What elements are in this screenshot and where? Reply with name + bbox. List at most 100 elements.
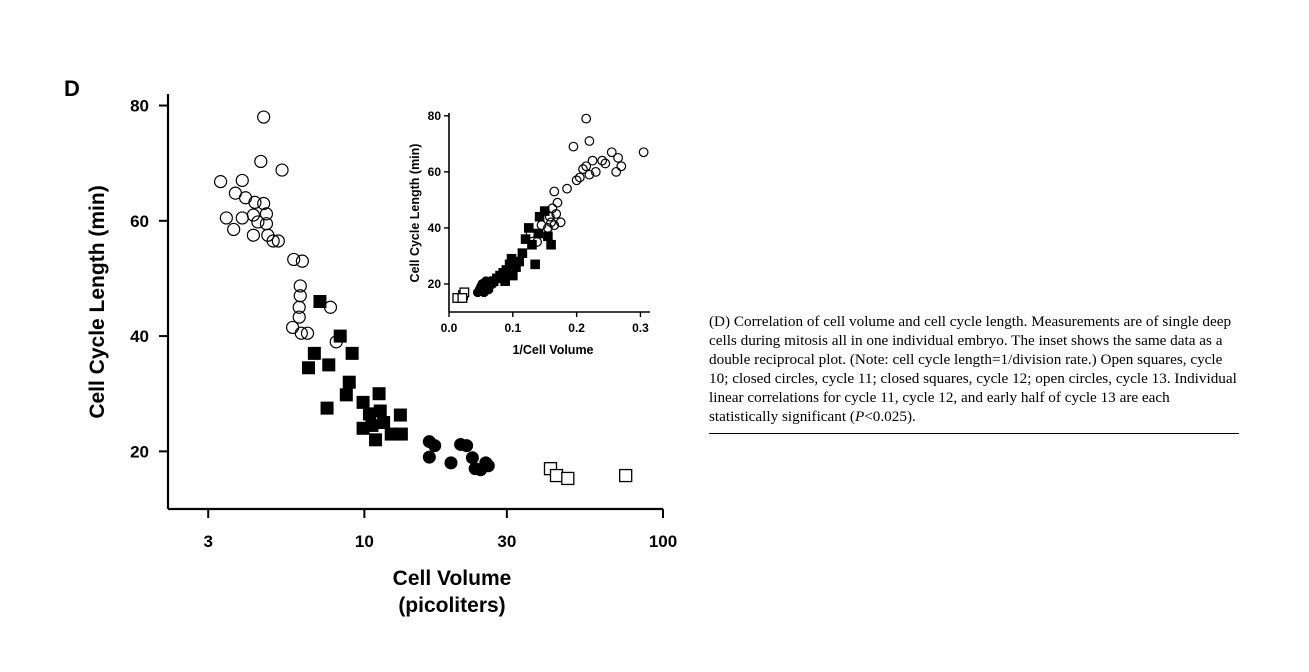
main-point-closed-circle [460, 439, 474, 453]
main-point-open-square [561, 471, 575, 486]
inset-y-tick-label: 40 [428, 221, 442, 235]
inset-point-open-circle [525, 228, 536, 239]
inset-y-tick-label: 20 [428, 277, 442, 291]
inset-point-open-circle [584, 136, 595, 146]
main-x-tick-label: 100 [649, 532, 677, 551]
main-point-closed-square [313, 295, 327, 308]
main-point-open-circle [286, 320, 300, 335]
main-point-open-circle [293, 279, 307, 293]
inset-point-open-circle [532, 237, 542, 247]
main-point-closed-square [302, 361, 316, 375]
main-point-open-circle [295, 254, 309, 268]
inset-x-tick-label: 0.2 [568, 321, 585, 335]
main-y-tick-label: 60 [130, 212, 149, 231]
main-y-axis-title: Cell Cycle Length (min) [86, 185, 109, 418]
main-point-closed-circle [422, 450, 436, 464]
main-x-axis-title-line1: Cell Volume [393, 567, 512, 590]
main-chart: 3 10 30 100 20 40 60 80 Cell Volume (picoliters… [86, 94, 677, 617]
inset-point-open-circle [549, 220, 560, 231]
main-point-closed-square [342, 375, 356, 389]
main-point-open-circle [300, 326, 315, 340]
inset-point-closed-square [523, 223, 534, 233]
inset-point-closed-square [508, 270, 518, 281]
main-point-open-circle [329, 335, 343, 349]
inset-point-closed-square [530, 259, 540, 270]
inset-point-open-circle [543, 223, 553, 233]
inset-point-closed-square [514, 256, 524, 267]
inset-point-open-circle [549, 186, 560, 197]
inset-point-open-circle [552, 197, 563, 208]
main-point-closed-square [345, 346, 359, 360]
inset-x-tick-label: 0.1 [504, 321, 521, 335]
main-point-open-square [619, 468, 633, 483]
main-point-open-circle [254, 154, 268, 169]
inset-point-open-circle [611, 166, 622, 177]
main-point-open-circle [235, 211, 249, 225]
inset-chart: 0.0 0.1 0.2 0.3 20 40 60 80 1/Cell Volume Cell … [408, 109, 650, 357]
inset-y-axis-title: Cell Cycle Length (min) [408, 144, 422, 283]
main-point-closed-circle [465, 451, 479, 465]
inset-point-open-circle [597, 155, 608, 166]
main-point-closed-square [322, 358, 336, 372]
main-point-closed-square [339, 388, 353, 402]
main-point-open-circle [294, 326, 308, 340]
main-point-open-circle [323, 300, 338, 314]
inset-point-open-circle [581, 161, 592, 172]
inset-point-closed-square [500, 276, 510, 286]
inset-x-tick-label: 0.0 [441, 321, 458, 335]
main-point-open-circle [219, 211, 233, 225]
main-point-open-circle [287, 252, 301, 267]
main-point-closed-square [307, 346, 321, 360]
main-x-tick-label: 3 [203, 532, 212, 551]
inset-point-open-circle [590, 166, 601, 177]
main-point-open-circle [257, 196, 271, 211]
inset-chart-marks [452, 113, 649, 303]
inset-y-tick-label: 60 [428, 165, 442, 179]
main-point-open-circle [292, 310, 306, 324]
inset-point-open-circle [551, 209, 562, 219]
main-x-tick-label: 10 [355, 532, 374, 551]
main-point-closed-circle [444, 456, 458, 470]
main-x-axis-title-line2: (picoliters) [398, 594, 505, 617]
main-point-open-circle [292, 300, 306, 314]
main-point-closed-square [393, 408, 407, 422]
inset-chart-axes: 0.0 0.1 0.2 0.3 20 40 60 80 [428, 109, 650, 335]
figure-caption: (D) Correlation of cell volume and cell … [709, 312, 1239, 434]
main-chart-axes: 3 10 30 100 20 40 60 80 [130, 94, 677, 551]
main-point-open-circle [246, 208, 260, 222]
main-point-open-circle [271, 234, 285, 248]
main-point-closed-square [362, 407, 376, 421]
main-point-closed-square [372, 387, 386, 401]
main-point-open-circle [238, 191, 253, 205]
main-point-closed-square [377, 416, 391, 430]
panel-label: D [64, 76, 80, 101]
main-point-open-circle [227, 222, 241, 237]
inset-point-closed-square [517, 248, 528, 258]
main-point-open-circle [257, 110, 271, 124]
inset-point-closed-square [520, 234, 531, 244]
main-x-tick-label: 30 [497, 532, 516, 551]
inset-point-open-square [457, 293, 468, 303]
inset-point-open-circle [638, 147, 649, 158]
main-point-closed-square [369, 433, 383, 447]
main-point-open-circle [259, 207, 274, 221]
inset-point-closed-square [546, 239, 556, 250]
inset-point-open-circle [616, 161, 627, 172]
main-y-tick-label: 20 [130, 442, 149, 461]
inset-y-tick-label: 80 [428, 109, 442, 123]
inset-point-open-circle [584, 169, 595, 180]
inset-point-open-circle [571, 175, 582, 186]
caption-text: (D) Correlation of cell volume and cell … [709, 313, 1237, 425]
inset-point-open-circle [562, 183, 572, 194]
main-point-closed-square [373, 404, 387, 418]
main-point-open-circle [275, 163, 289, 177]
main-point-open-circle [248, 195, 262, 209]
main-point-closed-circle [428, 439, 442, 453]
inset-x-tick-label: 0.3 [632, 321, 649, 335]
main-point-closed-square [394, 427, 408, 441]
main-point-open-square [549, 468, 564, 483]
main-point-open-circle [213, 175, 228, 189]
caption-p-symbol: P [854, 408, 865, 425]
inset-point-open-circle [613, 152, 623, 163]
